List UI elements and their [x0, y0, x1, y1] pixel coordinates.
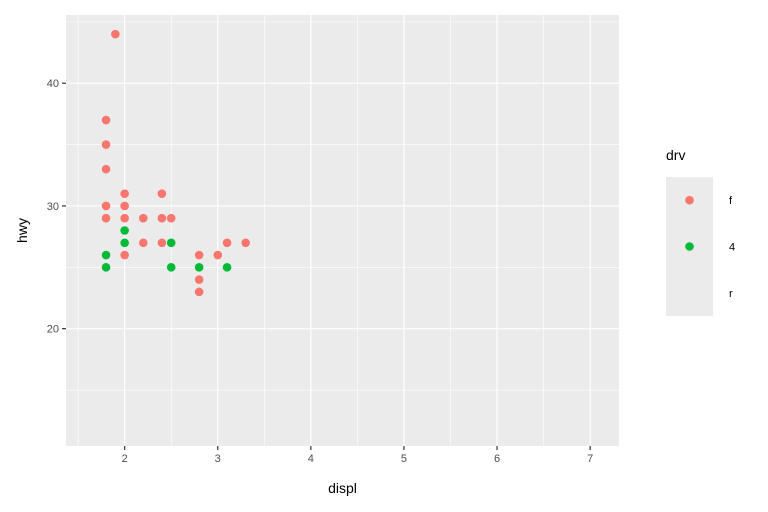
- data-point-f: [120, 201, 129, 211]
- x-axis-title: displ: [328, 480, 357, 496]
- data-point-f: [120, 189, 129, 198]
- plot-panel: [66, 15, 619, 446]
- legend-label-r: r: [729, 288, 733, 300]
- data-point-f: [111, 29, 120, 39]
- x-tick-label: 6: [494, 453, 500, 465]
- legend-title: drv: [666, 147, 685, 163]
- data-point-4: [120, 226, 129, 235]
- data-point-f: [101, 213, 111, 223]
- data-point-f: [157, 238, 167, 248]
- data-point-4: [222, 263, 232, 272]
- minor-gridlines: [66, 15, 619, 446]
- data-point-f: [157, 189, 167, 198]
- y-tick-label: 30: [47, 201, 59, 213]
- data-point-f: [101, 115, 111, 125]
- data-point-f: [166, 213, 176, 223]
- data-point-f: [194, 287, 204, 297]
- data-point-f: [241, 238, 250, 248]
- data-point-f: [194, 275, 204, 284]
- data-point-4: [101, 263, 111, 272]
- data-point-f: [194, 250, 204, 260]
- data-point-f: [157, 213, 167, 223]
- data-point-4: [194, 263, 204, 272]
- data-point-f: [222, 238, 232, 248]
- data-point-f: [101, 201, 111, 211]
- data-point-4: [166, 238, 176, 248]
- x-tick-label: 4: [308, 453, 314, 465]
- legend-key-f: [685, 195, 694, 205]
- data-point-f: [120, 213, 129, 223]
- data-point-f: [138, 238, 148, 248]
- data-point-f: [101, 164, 111, 174]
- legend-entries: f 4 r: [685, 195, 735, 300]
- y-axis-title: hwy: [14, 218, 30, 243]
- y-tick-label: 40: [47, 78, 59, 90]
- x-axis: 2 3 4 5 6 7: [122, 446, 593, 465]
- legend-key-4: [685, 242, 694, 251]
- x-tick-label: 7: [587, 453, 593, 465]
- data-point-f: [120, 250, 129, 260]
- data-point-f: [138, 213, 148, 223]
- legend-label-f: f: [729, 195, 733, 207]
- x-tick-label: 2: [122, 453, 128, 465]
- legend-label-4: 4: [729, 242, 735, 254]
- data-point-4: [101, 250, 111, 260]
- y-axis: 20 30 40: [47, 78, 66, 336]
- data-point-4: [120, 238, 129, 248]
- data-point-4: [166, 263, 176, 272]
- x-tick-label: 3: [215, 453, 221, 465]
- data-point-f: [213, 250, 223, 260]
- y-tick-label: 20: [47, 324, 59, 336]
- major-gridlines: [66, 15, 619, 446]
- data-points: [101, 29, 250, 297]
- data-point-f: [101, 140, 111, 149]
- x-tick-label: 5: [401, 453, 407, 465]
- legend: drv f 4 r: [666, 147, 735, 316]
